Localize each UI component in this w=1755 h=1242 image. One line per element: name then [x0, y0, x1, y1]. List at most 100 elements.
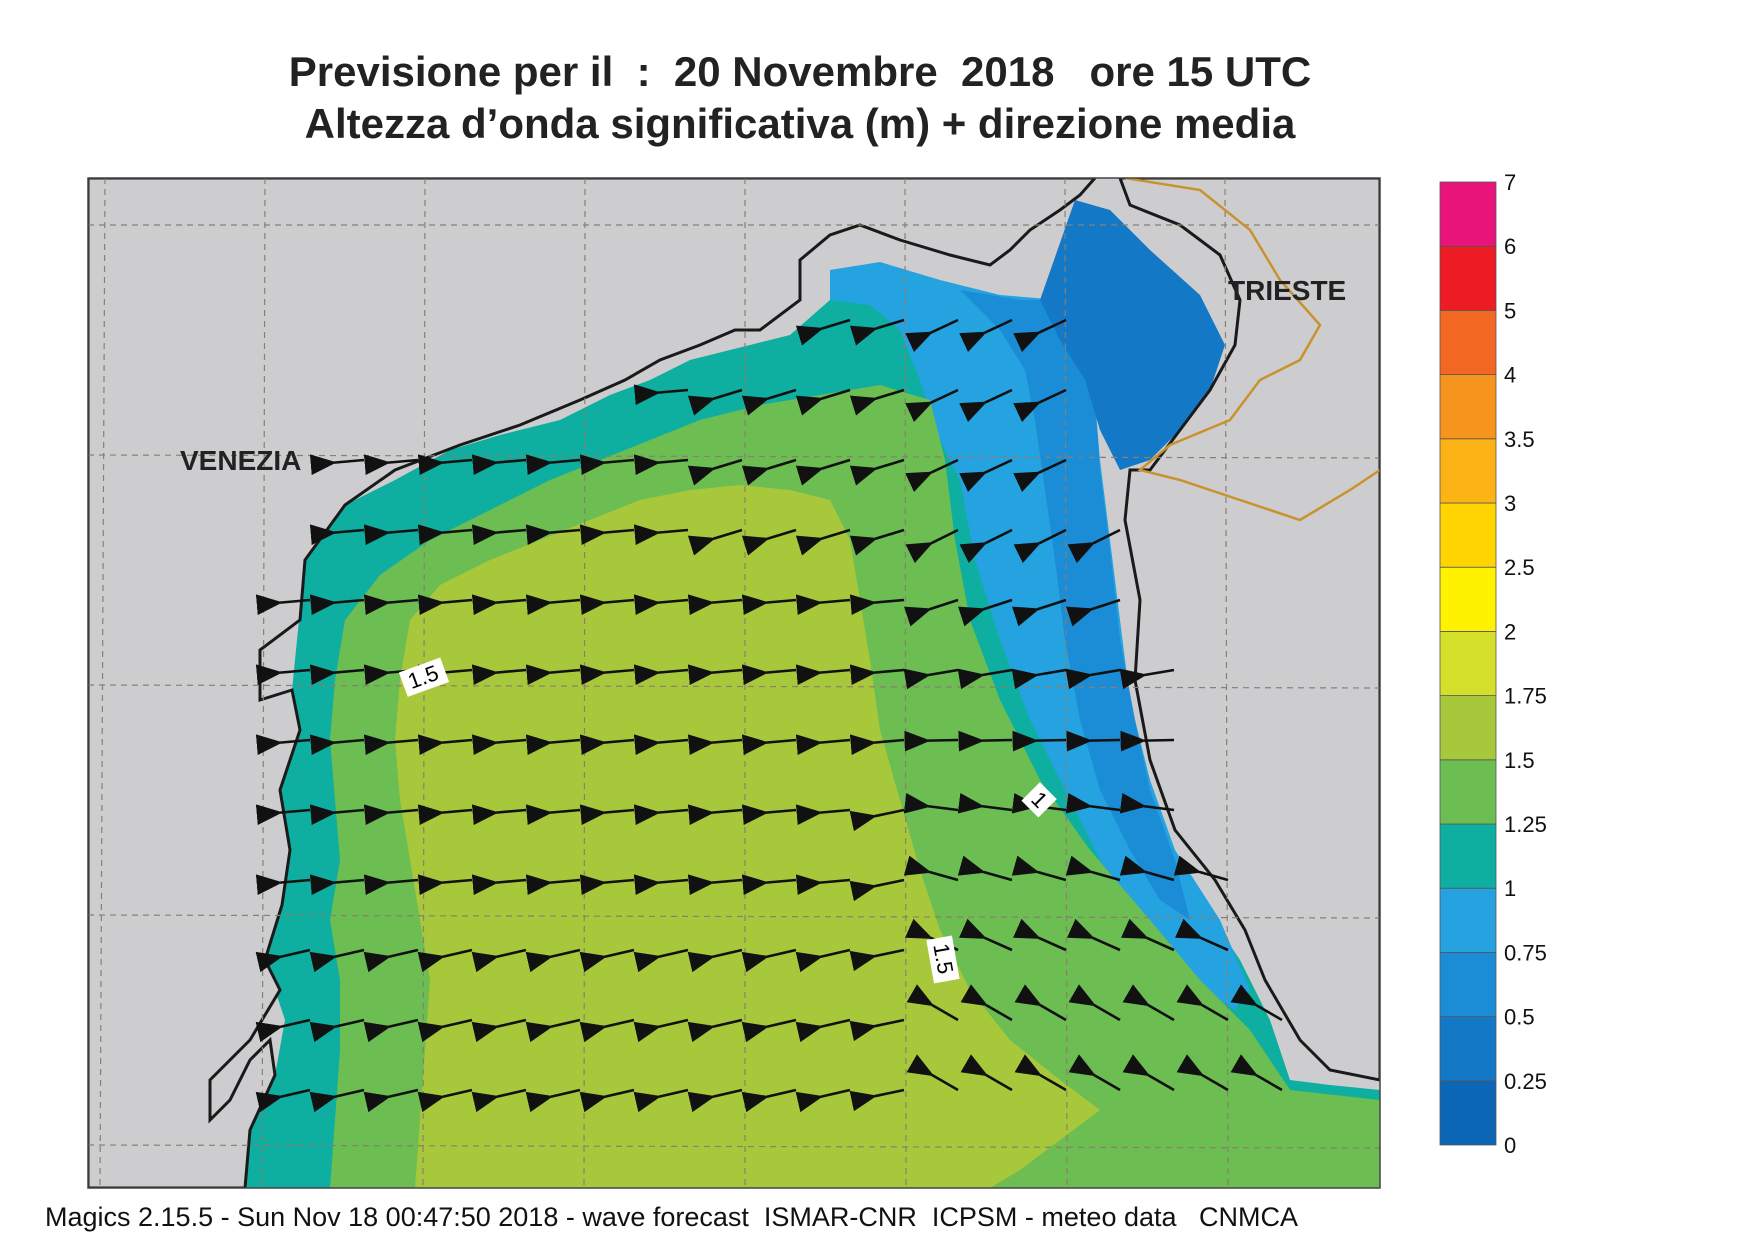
wave-arrow [906, 984, 959, 1022]
wave-arrow [579, 1088, 635, 1113]
wave-arrow [741, 804, 797, 826]
legend-label: 2.5 [1504, 555, 1535, 580]
legend-label: 0 [1504, 1133, 1516, 1158]
wave-arrow [849, 734, 905, 756]
wave-arrow [633, 664, 689, 686]
wave-arrow [957, 668, 1013, 690]
wave-arrow [687, 1088, 743, 1113]
wave-arrow [579, 524, 635, 546]
wave-arrow [309, 804, 365, 826]
istria-land [1118, 178, 1380, 1082]
wave-arrow [687, 734, 743, 756]
wave-arrow [417, 874, 473, 896]
wave-arrow [579, 948, 635, 973]
wave-arrow [849, 528, 905, 556]
legend-swatch [1439, 887, 1497, 953]
wave-arrow [795, 734, 851, 756]
legend-swatch [1439, 309, 1497, 375]
wave-arrow [633, 524, 689, 546]
wave-arrow [903, 792, 959, 814]
wave-arrow [633, 804, 689, 826]
wave-arrow [687, 874, 743, 896]
legend-label: 6 [1504, 234, 1516, 259]
wave-arrow [741, 594, 797, 616]
legend-swatch [1439, 1080, 1497, 1146]
wave-arrow [309, 524, 365, 546]
wave-arrow [1014, 1054, 1067, 1092]
wave-arrow [579, 1018, 635, 1043]
wave-arrow [741, 734, 797, 756]
wave-arrow [633, 734, 689, 756]
wave-arrow [849, 948, 905, 972]
wave-arrow [417, 1088, 473, 1113]
wave-arrow [905, 458, 959, 492]
wave-arrow [417, 664, 473, 686]
legend-swatch [1439, 1016, 1497, 1082]
color-legend: 7 6 5 4 3.5 3 2.5 2 1.75 1.5 1.25 1 0.75 0.5 0.25 0 [1439, 170, 1547, 1158]
legend-swatch [1439, 631, 1497, 697]
venezia-lagoon-land [88, 178, 1098, 1188]
wave-arrow [795, 1018, 851, 1043]
wave-arrow [795, 528, 851, 556]
wave-arrow [1013, 458, 1067, 492]
wave-arrow [1120, 918, 1175, 952]
wave-arrow [849, 458, 905, 486]
wave-arrow [849, 318, 905, 346]
wave-arrow [795, 388, 851, 416]
wave-arrow [741, 528, 797, 556]
wave-arrow [1119, 668, 1175, 690]
legend-swatch [1439, 438, 1497, 504]
wave-arrow [363, 874, 419, 896]
wave-arrow [1230, 1054, 1283, 1092]
wave-arrow [525, 594, 581, 616]
wave-arrow [1065, 792, 1121, 814]
wave-arrow [417, 948, 473, 973]
wave-arrow [1067, 528, 1121, 564]
wave-arrow [741, 664, 797, 686]
country-border [1124, 178, 1380, 522]
city-label-trieste: TRIESTE [1228, 275, 1346, 306]
wave-arrow [1012, 730, 1067, 752]
wave-arrow [1011, 598, 1067, 627]
wave-arrow [417, 594, 473, 616]
wave-arrow [903, 668, 959, 690]
wave-arrow [687, 388, 743, 416]
wave-arrow [905, 528, 959, 564]
wave-arrow [1013, 528, 1067, 564]
wave-arrow [849, 878, 905, 902]
wave-arrow [960, 984, 1013, 1022]
legend-swatch [1439, 566, 1497, 632]
wave-arrow [471, 664, 527, 686]
wave-arrow [633, 454, 689, 476]
wave-arrow [960, 1054, 1013, 1092]
wave-arrow [525, 948, 581, 973]
legend-swatch [1439, 181, 1497, 247]
wave-arrow [905, 318, 959, 352]
legend-label: 3.5 [1504, 427, 1535, 452]
wave-arrow [795, 318, 851, 346]
legend-swatch [1439, 823, 1497, 889]
legend-label: 0.5 [1504, 1005, 1535, 1030]
wave-arrow [1068, 984, 1121, 1022]
wave-arrow [1176, 984, 1229, 1022]
wave-arrow [363, 804, 419, 826]
wave-arrow [687, 528, 743, 556]
wave-arrow [795, 804, 851, 826]
wave-arrow [363, 524, 419, 546]
wave-arrow [795, 664, 851, 686]
wave-arrow [959, 318, 1013, 352]
wave-arrow [1012, 918, 1067, 952]
wave-arrow [1011, 855, 1067, 882]
wave-arrow [957, 598, 1013, 627]
wave-arrow [959, 458, 1013, 492]
legend-swatch [1439, 759, 1497, 825]
wave-arrow [471, 948, 527, 973]
wave-arrow [957, 855, 1013, 882]
wave-arrow [525, 1018, 581, 1043]
wave-arrow [309, 874, 365, 896]
wave-arrow [1068, 1054, 1121, 1092]
legend-label: 5 [1504, 298, 1516, 323]
legend-label: 0.75 [1504, 940, 1547, 965]
wave-arrow [741, 1088, 797, 1113]
